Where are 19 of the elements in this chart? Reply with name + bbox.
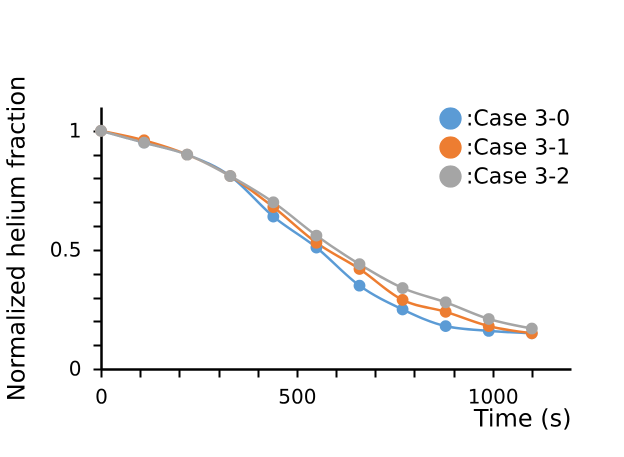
point [310,230,322,242]
point [440,296,452,308]
legend-label: :Case 3-0 [466,106,570,132]
y-tick-label: 0.5 [50,237,82,262]
legend-label: :Case 3-1 [466,136,570,160]
x-tick-label: 0 [95,384,108,408]
point [396,294,408,306]
point [354,280,366,292]
y-axis-title: Normalized helium fraction [2,76,31,402]
point [526,322,538,334]
legend-label: :Case 3-2 [466,164,570,190]
point [354,258,366,270]
x-tick-label: 500 [278,384,316,408]
y-tick-label: 1 [68,118,82,142]
point [440,320,452,332]
y-tick-label: 0 [68,356,82,380]
point [482,313,495,325]
point [267,196,280,208]
point [396,282,408,294]
